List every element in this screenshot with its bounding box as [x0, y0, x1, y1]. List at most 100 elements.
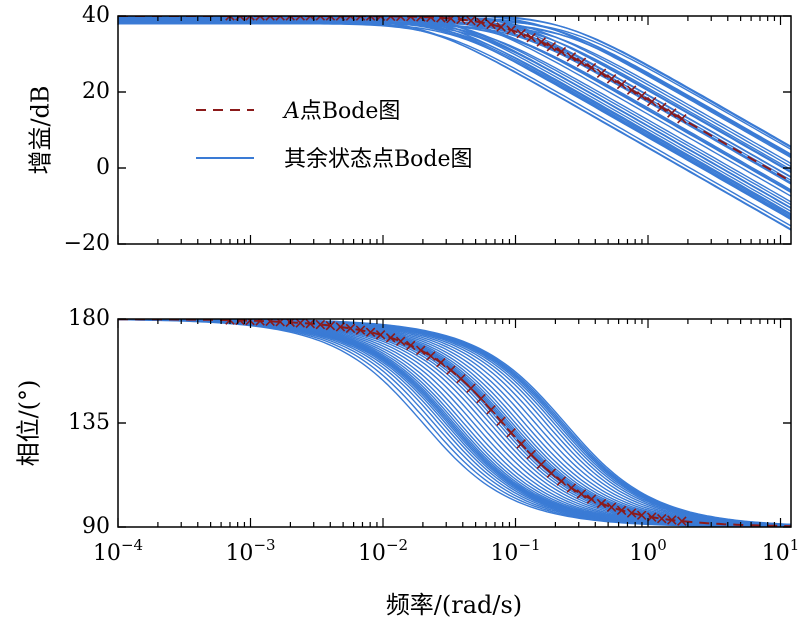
legend-label-a: A点Bode图 [282, 99, 400, 124]
phase-y-tick-label: 180 [68, 306, 110, 331]
phase-curve-other [118, 319, 791, 526]
phase-marker-a [255, 319, 265, 326]
gain-curve-other [345, 16, 791, 221]
gain-marker-a [466, 16, 476, 26]
phase-marker-a [265, 319, 275, 327]
phase-marker-a [606, 502, 617, 512]
gain-y-axis-label: 增益/dB [27, 85, 55, 174]
gain-marker-a [677, 114, 687, 124]
phase-marker-a [315, 319, 326, 330]
phase-marker-a [415, 345, 426, 356]
phase-marker-a [677, 516, 687, 526]
phase-marker-a [596, 498, 607, 509]
gain-marker-a [536, 37, 547, 47]
gain-curve-other [118, 22, 791, 157]
phase-marker-a [667, 515, 677, 525]
phase-marker-a [656, 513, 667, 524]
phase-marker-a [486, 404, 496, 415]
gain-marker-a [415, 16, 426, 22]
gain-marker-a [667, 108, 677, 118]
gain-marker-a [596, 68, 607, 78]
legend: A点Bode图 其余状态点Bode图 [196, 99, 473, 172]
x-tick-label: 100 [629, 536, 667, 566]
gain-marker-a [516, 28, 526, 39]
gain-marker-a [626, 85, 637, 95]
phase-marker-a [576, 489, 587, 499]
gain-y-tick-label: −20 [64, 231, 110, 256]
gain-marker-a [616, 79, 627, 90]
gain-marker-a [556, 46, 567, 57]
phase-curve-other [118, 319, 791, 526]
gain-marker-a [486, 19, 496, 30]
gain-curve-other [118, 16, 791, 148]
phase-marker-a [566, 483, 577, 493]
phase-marker-a [385, 333, 396, 343]
gain-curve-a [118, 16, 791, 183]
phase-marker-a [295, 319, 306, 328]
phase-marker-a [616, 505, 627, 516]
gain-plot-frame [117, 15, 792, 245]
phase-y-ticks: 180 135 90 [68, 306, 791, 539]
phase-marker-a [335, 322, 346, 332]
x-tick-label: 10−4 [93, 536, 143, 566]
phase-marker-a [636, 510, 647, 520]
phase-marker-a [646, 512, 657, 522]
phase-marker-a [456, 373, 466, 384]
phase-panel: 180 135 90 10−4 10−3 10−2 10−1 100 101 相位/(°) 频… [15, 306, 800, 619]
gain-y-tick-label: 20 [82, 79, 110, 104]
phase-marker-a [506, 427, 516, 438]
gain-marker-a [506, 25, 516, 35]
phase-marker-a [275, 319, 285, 327]
gain-curve-other [118, 22, 791, 165]
phase-curve-other [118, 319, 791, 527]
x-tick-label: 10−3 [225, 536, 275, 566]
phase-marker-a [536, 459, 547, 470]
phase-marker-a [466, 383, 476, 394]
phase-marker-a [325, 320, 336, 331]
phase-curve-other [118, 319, 791, 527]
legend-label-others: 其余状态点Bode图 [284, 147, 473, 172]
gain-y-tick-label: 0 [96, 155, 110, 180]
x-tick-label: 101 [762, 536, 800, 566]
phase-marker-a [476, 393, 486, 404]
phase-curve-other [118, 319, 791, 526]
x-tick-label: 10−2 [358, 536, 408, 566]
phase-y-axis-label: 相位/(°) [15, 380, 43, 467]
phase-marker-a [526, 449, 536, 460]
phase-marker-a [426, 351, 436, 361]
gain-marker-a [476, 17, 486, 28]
phase-marker-a [516, 439, 526, 449]
phase-marker-a [305, 319, 316, 329]
phase-marker-a [496, 416, 506, 426]
gain-marker-a [566, 52, 577, 62]
phase-x-ticks: 10−4 10−3 10−2 10−1 100 101 [93, 319, 799, 566]
phase-reference-curve [118, 319, 791, 527]
phase-marker-a [395, 336, 406, 347]
phase-y-tick-label: 135 [68, 410, 110, 435]
gain-marker-a [496, 22, 506, 32]
gain-marker-a [546, 41, 557, 52]
gain-marker-a [576, 57, 587, 67]
phase-curve-other [118, 319, 791, 527]
x-tick-label: 10−1 [490, 536, 540, 566]
phase-marker-a [345, 323, 356, 334]
gain-marker-a [446, 16, 456, 24]
gain-marker-a [656, 102, 667, 113]
phase-marker-a [626, 508, 637, 518]
gain-marker-a [436, 16, 446, 23]
phase-curve-other [118, 319, 791, 526]
phase-marker-a [586, 494, 597, 504]
gain-curve-other [118, 22, 791, 219]
gain-marker-a [586, 62, 597, 73]
phase-marker-a [355, 325, 366, 335]
gain-marker-a [646, 96, 657, 107]
gain-y-ticks: 40 20 0 −20 [64, 3, 791, 256]
phase-y-tick-label: 90 [82, 514, 110, 539]
gain-curve-other [467, 16, 791, 159]
phase-marker-a [365, 327, 376, 338]
phase-marker-a [446, 365, 456, 375]
phase-marker-a [375, 330, 386, 340]
phase-marker-a [546, 468, 557, 479]
gain-curve-other [118, 19, 791, 151]
